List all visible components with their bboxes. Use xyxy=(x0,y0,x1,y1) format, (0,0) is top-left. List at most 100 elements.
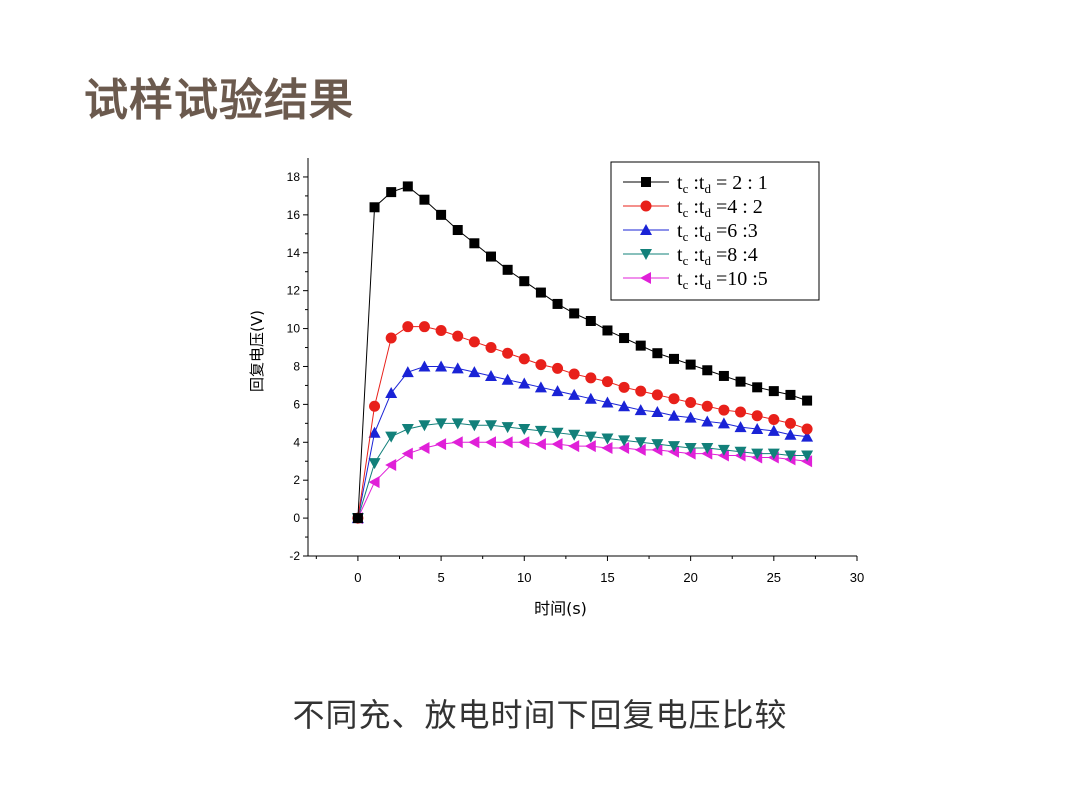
data-point xyxy=(435,360,448,372)
data-point xyxy=(519,276,530,287)
legend: tc :td = 2 : 1tc :td =4 : 2tc :td =6 :3t… xyxy=(610,161,820,301)
data-point xyxy=(435,418,448,430)
data-point xyxy=(718,404,730,416)
data-point xyxy=(584,440,596,453)
legend-item: tc :td =6 :3 xyxy=(623,220,758,244)
x-tick-label: 20 xyxy=(683,570,697,585)
data-point xyxy=(767,448,780,460)
data-point xyxy=(601,396,614,408)
data-point xyxy=(501,422,514,434)
data-point xyxy=(618,441,630,454)
y-tick-label: 12 xyxy=(287,284,301,298)
data-point xyxy=(802,395,813,406)
legend-marker xyxy=(640,200,652,212)
data-point xyxy=(485,369,497,381)
data-point xyxy=(618,400,631,412)
data-point xyxy=(451,436,463,449)
data-point xyxy=(352,513,363,524)
series-1 xyxy=(352,181,813,524)
data-point xyxy=(584,392,597,404)
series-3 xyxy=(351,360,814,524)
legend-label: tc :td =8 :4 xyxy=(677,244,758,268)
y-tick-label: 10 xyxy=(287,322,301,336)
series-line xyxy=(357,441,808,519)
data-point xyxy=(568,368,580,380)
y-tick-label: -2 xyxy=(289,549,300,563)
legend-item: tc :td =4 : 2 xyxy=(623,196,763,220)
data-point xyxy=(684,442,697,454)
data-point xyxy=(485,342,497,354)
y-tick-label: 14 xyxy=(287,246,301,260)
x-axis-label: 时间(s) xyxy=(534,599,587,618)
data-point xyxy=(801,423,813,435)
data-point xyxy=(419,194,430,205)
series-2 xyxy=(352,321,813,524)
data-point xyxy=(601,441,613,454)
data-point xyxy=(485,436,496,449)
legend-label: tc :td =4 : 2 xyxy=(677,196,763,220)
slide-title: 试样试验结果 xyxy=(84,75,354,126)
data-point xyxy=(551,385,564,397)
data-point xyxy=(634,437,647,449)
data-point xyxy=(485,420,497,432)
data-point xyxy=(518,424,531,436)
data-point xyxy=(568,429,581,441)
data-point xyxy=(651,405,664,417)
data-point xyxy=(668,441,680,453)
y-tick-label: 16 xyxy=(287,208,301,222)
data-point xyxy=(534,425,547,437)
series-line xyxy=(357,365,808,519)
data-point xyxy=(717,449,729,462)
data-point xyxy=(402,181,413,192)
data-point xyxy=(468,336,480,348)
x-tick-label: 30 xyxy=(850,570,864,585)
data-point xyxy=(551,438,563,451)
data-point xyxy=(584,431,597,443)
y-axis-label: 回复电压(V) xyxy=(248,310,266,392)
data-point xyxy=(369,202,380,213)
data-point xyxy=(469,238,480,249)
y-tick-label: 4 xyxy=(293,435,300,449)
data-point xyxy=(701,447,713,460)
data-point xyxy=(668,445,679,458)
data-point xyxy=(751,423,764,435)
data-point xyxy=(418,360,431,372)
data-point xyxy=(701,442,714,454)
data-point xyxy=(435,438,447,451)
legend-label: tc :td = 2 : 1 xyxy=(677,172,768,196)
data-point xyxy=(401,424,414,436)
data-point xyxy=(684,411,697,423)
data-point xyxy=(535,359,547,371)
data-point xyxy=(368,426,381,438)
data-point xyxy=(601,433,614,445)
data-point xyxy=(552,298,563,309)
data-point xyxy=(784,450,797,462)
data-point xyxy=(618,381,630,393)
data-point xyxy=(451,418,464,430)
x-tick-label: 10 xyxy=(517,570,531,585)
data-point xyxy=(735,376,746,387)
data-point xyxy=(619,333,630,344)
data-point xyxy=(785,389,796,400)
x-tick-label: 0 xyxy=(354,570,361,585)
data-point xyxy=(451,362,464,374)
x-tick-label: 5 xyxy=(437,570,444,585)
series-4 xyxy=(351,418,814,525)
data-point xyxy=(651,439,664,451)
data-point xyxy=(551,427,564,439)
data-point xyxy=(752,382,763,393)
data-point xyxy=(685,359,696,370)
data-point xyxy=(735,406,747,418)
y-tick-label: 2 xyxy=(293,473,300,487)
data-point xyxy=(386,187,397,198)
data-point xyxy=(734,421,747,433)
y-tick-label: 8 xyxy=(293,359,300,373)
data-point xyxy=(568,388,581,400)
data-point xyxy=(751,410,763,422)
data-point xyxy=(651,389,663,401)
data-point xyxy=(534,438,546,451)
data-point xyxy=(669,353,679,364)
legend-item: tc :td =10 :5 xyxy=(623,268,768,292)
data-point xyxy=(718,370,729,381)
y-tick-label: 6 xyxy=(293,397,300,411)
